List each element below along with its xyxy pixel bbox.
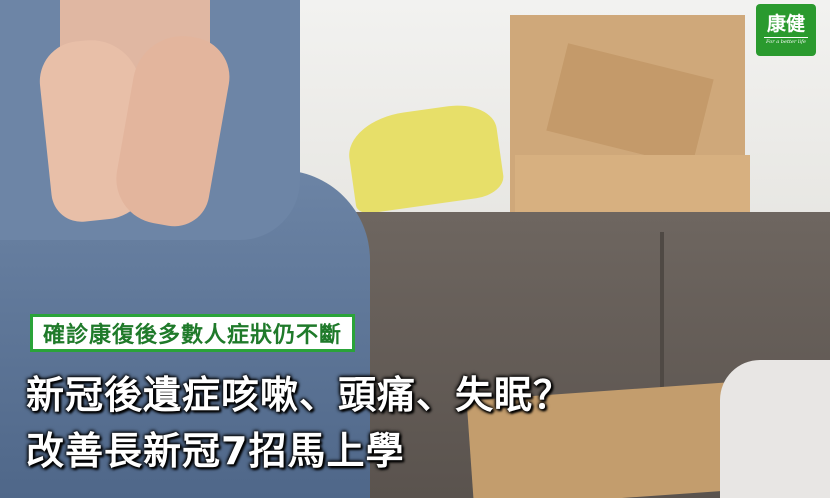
cardboard-box-side: [515, 155, 750, 215]
logo-divider: [764, 37, 808, 38]
logo-tagline: For a better life: [766, 39, 806, 45]
article-tag: 確診康復後多數人症狀仍不斷: [30, 314, 356, 352]
article-tag-text: 確診康復後多數人症狀仍不斷: [43, 323, 343, 348]
sofa-seam: [660, 232, 664, 432]
logo-mark: 康健: [766, 13, 805, 35]
white-cloth: [720, 360, 830, 498]
brand-logo: 康健 For a better life: [756, 4, 816, 56]
headline-line-1: 新冠後遺症咳嗽、頭痛、失眠？: [26, 373, 573, 417]
headline-line-2: 改善長新冠7招馬上學: [26, 429, 405, 473]
